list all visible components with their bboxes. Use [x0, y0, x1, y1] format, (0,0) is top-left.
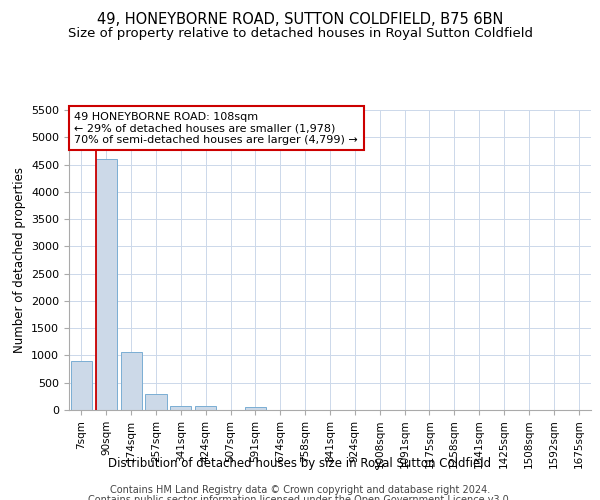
- Y-axis label: Number of detached properties: Number of detached properties: [13, 167, 26, 353]
- Bar: [170, 406, 191, 410]
- Text: Contains HM Land Registry data © Crown copyright and database right 2024.: Contains HM Land Registry data © Crown c…: [110, 485, 490, 495]
- Text: Distribution of detached houses by size in Royal Sutton Coldfield: Distribution of detached houses by size …: [109, 458, 491, 470]
- Text: 49, HONEYBORNE ROAD, SUTTON COLDFIELD, B75 6BN: 49, HONEYBORNE ROAD, SUTTON COLDFIELD, B…: [97, 12, 503, 28]
- Bar: [145, 394, 167, 410]
- Bar: [121, 352, 142, 410]
- Bar: [195, 406, 216, 410]
- Text: 49 HONEYBORNE ROAD: 108sqm
← 29% of detached houses are smaller (1,978)
70% of s: 49 HONEYBORNE ROAD: 108sqm ← 29% of deta…: [74, 112, 358, 144]
- Text: Contains public sector information licensed under the Open Government Licence v3: Contains public sector information licen…: [88, 495, 512, 500]
- Text: Size of property relative to detached houses in Royal Sutton Coldfield: Size of property relative to detached ho…: [67, 28, 533, 40]
- Bar: [245, 408, 266, 410]
- Bar: [71, 361, 92, 410]
- Bar: [96, 159, 117, 410]
